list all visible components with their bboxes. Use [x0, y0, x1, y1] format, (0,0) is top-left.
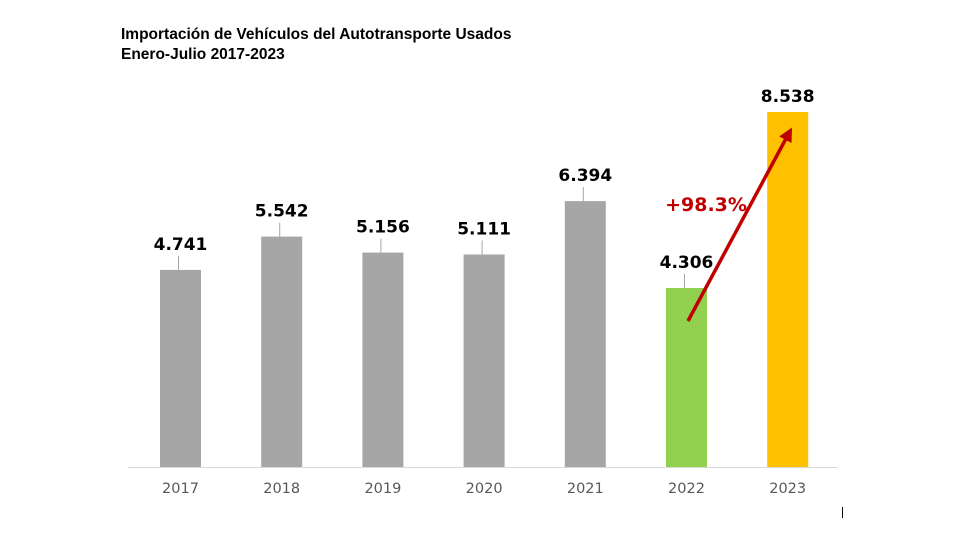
text-cursor [842, 507, 843, 518]
x-tick-label-2018: 2018 [263, 481, 300, 497]
bar-2022 [666, 288, 707, 467]
x-tick-label-2022: 2022 [668, 481, 705, 497]
data-label-2020: 5.111 [457, 220, 511, 240]
x-tick-label-2021: 2021 [567, 481, 604, 497]
data-label-2017: 4.741 [154, 235, 208, 255]
chart-subtitle: Enero-Julio 2017-2023 [121, 46, 285, 63]
bar-2021 [564, 201, 606, 467]
data-label-2021: 6.394 [558, 166, 612, 186]
bar-2019 [362, 252, 404, 467]
data-label-2023: 8.538 [761, 87, 815, 107]
x-tick-label-2023: 2023 [769, 481, 806, 497]
data-label-2022: 4.306 [660, 253, 714, 273]
chart-title: Importación de Vehículos del Autotranspo… [121, 26, 512, 43]
bar-2023 [767, 112, 809, 467]
data-label-2019: 5.156 [356, 218, 410, 238]
x-tick-label-2020: 2020 [466, 481, 503, 497]
bar-2018 [261, 236, 303, 467]
data-label-2018: 5.542 [255, 202, 309, 222]
growth-annotation: +98.3% [665, 194, 747, 216]
chart-title-block: Importación de Vehículos del Autotranspo… [121, 25, 511, 65]
x-tick-label-2017: 2017 [162, 481, 199, 497]
x-tick-label-2019: 2019 [364, 481, 401, 497]
bar-2020 [463, 254, 505, 467]
bar-2017 [160, 269, 201, 467]
growth-arrow [686, 127, 792, 322]
